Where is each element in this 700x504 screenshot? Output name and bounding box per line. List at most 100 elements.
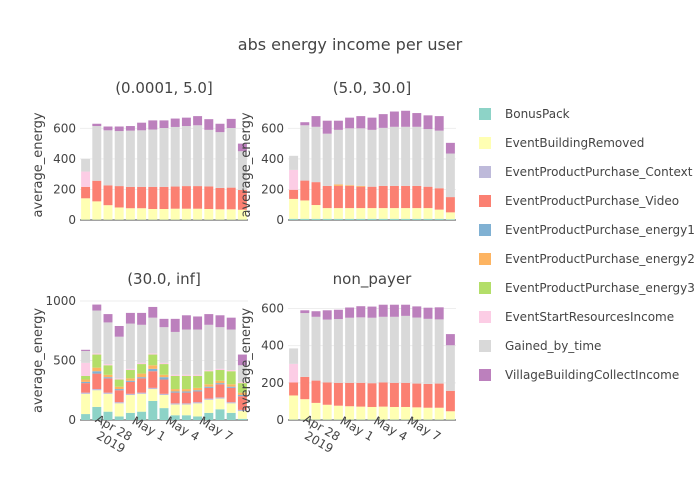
bar-segment[interactable] bbox=[300, 313, 309, 377]
bar-segment[interactable] bbox=[115, 390, 124, 402]
bar-segment[interactable] bbox=[368, 208, 377, 219]
bar-segment[interactable] bbox=[368, 318, 377, 383]
bar-segment[interactable] bbox=[368, 219, 377, 220]
bar-segment[interactable] bbox=[137, 394, 146, 412]
bar-segment[interactable] bbox=[104, 127, 113, 131]
bar-segment[interactable] bbox=[345, 186, 354, 208]
bar-segment[interactable] bbox=[289, 199, 298, 219]
bar-segment[interactable] bbox=[289, 364, 298, 383]
bar-segment[interactable] bbox=[390, 383, 399, 407]
bar-segment[interactable] bbox=[193, 403, 202, 416]
bar-segment[interactable] bbox=[115, 378, 124, 379]
bar-segment[interactable] bbox=[312, 205, 321, 219]
bar-segment[interactable] bbox=[227, 119, 236, 128]
bar-segment[interactable] bbox=[193, 375, 202, 376]
bar-segment[interactable] bbox=[137, 325, 146, 363]
bar-segment[interactable] bbox=[171, 119, 180, 127]
legend-item[interactable]: VillageBuildingCollectIncome bbox=[479, 368, 679, 382]
bar-segment[interactable] bbox=[160, 363, 169, 364]
bar-segment[interactable] bbox=[323, 405, 332, 420]
bar-segment[interactable] bbox=[160, 120, 169, 128]
bar-segment[interactable] bbox=[368, 383, 377, 407]
bar-segment[interactable] bbox=[216, 370, 225, 381]
bar-segment[interactable] bbox=[424, 129, 433, 187]
bar-segment[interactable] bbox=[227, 413, 236, 420]
bar-segment[interactable] bbox=[126, 378, 135, 380]
bar-segment[interactable] bbox=[412, 384, 421, 408]
bar-segment[interactable] bbox=[92, 371, 101, 373]
bar-segment[interactable] bbox=[435, 188, 444, 209]
bar-segment[interactable] bbox=[171, 187, 180, 209]
bar-segment[interactable] bbox=[390, 317, 399, 383]
bar-segment[interactable] bbox=[160, 395, 169, 408]
bar-segment[interactable] bbox=[356, 116, 365, 128]
bar-segment[interactable] bbox=[171, 127, 180, 187]
bar-segment[interactable] bbox=[137, 374, 146, 378]
bar-segment[interactable] bbox=[171, 376, 180, 389]
bar-segment[interactable] bbox=[148, 187, 157, 209]
bar-segment[interactable] bbox=[182, 375, 191, 376]
bar-segment[interactable] bbox=[227, 402, 236, 403]
bar-segment[interactable] bbox=[379, 305, 388, 317]
bar-segment[interactable] bbox=[300, 200, 309, 218]
bar-segment[interactable] bbox=[182, 389, 191, 391]
bar-segment[interactable] bbox=[126, 369, 135, 370]
bar-segment[interactable] bbox=[289, 156, 298, 170]
bar-segment[interactable] bbox=[216, 124, 225, 132]
bar-segment[interactable] bbox=[204, 371, 213, 384]
bar-segment[interactable] bbox=[334, 219, 343, 220]
bar-segment[interactable] bbox=[148, 371, 157, 388]
bar-segment[interactable] bbox=[92, 201, 101, 219]
legend-item[interactable]: EventProductPurchase_energy2 bbox=[479, 252, 695, 266]
bar-segment[interactable] bbox=[193, 388, 202, 390]
bar-segment[interactable] bbox=[238, 419, 247, 420]
bar-segment[interactable] bbox=[115, 127, 124, 132]
bar-segment[interactable] bbox=[104, 393, 113, 394]
bar-segment[interactable] bbox=[379, 208, 388, 219]
bar-segment[interactable] bbox=[126, 126, 135, 131]
bar-segment[interactable] bbox=[356, 306, 365, 317]
bar-segment[interactable] bbox=[148, 318, 157, 354]
bar-segment[interactable] bbox=[334, 184, 343, 186]
bar-segment[interactable] bbox=[412, 306, 421, 317]
bar-segment[interactable] bbox=[323, 121, 332, 134]
bar-segment[interactable] bbox=[171, 375, 180, 376]
bar-segment[interactable] bbox=[289, 190, 298, 199]
bar-segment[interactable] bbox=[148, 365, 157, 369]
bar-segment[interactable] bbox=[92, 374, 101, 389]
bar-segment[interactable] bbox=[312, 219, 321, 220]
bar-segment[interactable] bbox=[204, 388, 213, 399]
bar-segment[interactable] bbox=[104, 364, 113, 365]
bar-segment[interactable] bbox=[446, 334, 455, 345]
bar-segment[interactable] bbox=[356, 219, 365, 220]
bar-segment[interactable] bbox=[368, 307, 377, 318]
bar-segment[interactable] bbox=[104, 130, 113, 185]
bar-segment[interactable] bbox=[115, 389, 124, 390]
bar-segment[interactable] bbox=[334, 121, 343, 130]
bar-segment[interactable] bbox=[312, 381, 321, 403]
bar-segment[interactable] bbox=[300, 310, 309, 313]
bar-segment[interactable] bbox=[81, 350, 90, 351]
bar-segment[interactable] bbox=[300, 122, 309, 125]
bar-segment[interactable] bbox=[204, 370, 213, 371]
bar-segment[interactable] bbox=[182, 393, 191, 404]
bar-segment[interactable] bbox=[137, 187, 146, 208]
bar-segment[interactable] bbox=[435, 131, 444, 189]
bar-segment[interactable] bbox=[115, 326, 124, 337]
bar-segment[interactable] bbox=[345, 185, 354, 186]
bar-segment[interactable] bbox=[216, 409, 225, 420]
bar-segment[interactable] bbox=[401, 383, 410, 407]
bar-segment[interactable] bbox=[289, 348, 298, 363]
bar-segment[interactable] bbox=[92, 353, 101, 354]
bar-segment[interactable] bbox=[312, 116, 321, 127]
bar-segment[interactable] bbox=[182, 415, 191, 420]
bar-segment[interactable] bbox=[446, 154, 455, 198]
bar-segment[interactable] bbox=[126, 131, 135, 187]
legend-item[interactable]: EventProductPurchase_energy1 bbox=[479, 223, 695, 237]
bar-segment[interactable] bbox=[334, 383, 343, 406]
bar-segment[interactable] bbox=[379, 114, 388, 128]
bar-segment[interactable] bbox=[137, 208, 146, 219]
bar-segment[interactable] bbox=[81, 393, 90, 394]
bar-segment[interactable] bbox=[137, 377, 146, 378]
bar-segment[interactable] bbox=[345, 118, 354, 129]
